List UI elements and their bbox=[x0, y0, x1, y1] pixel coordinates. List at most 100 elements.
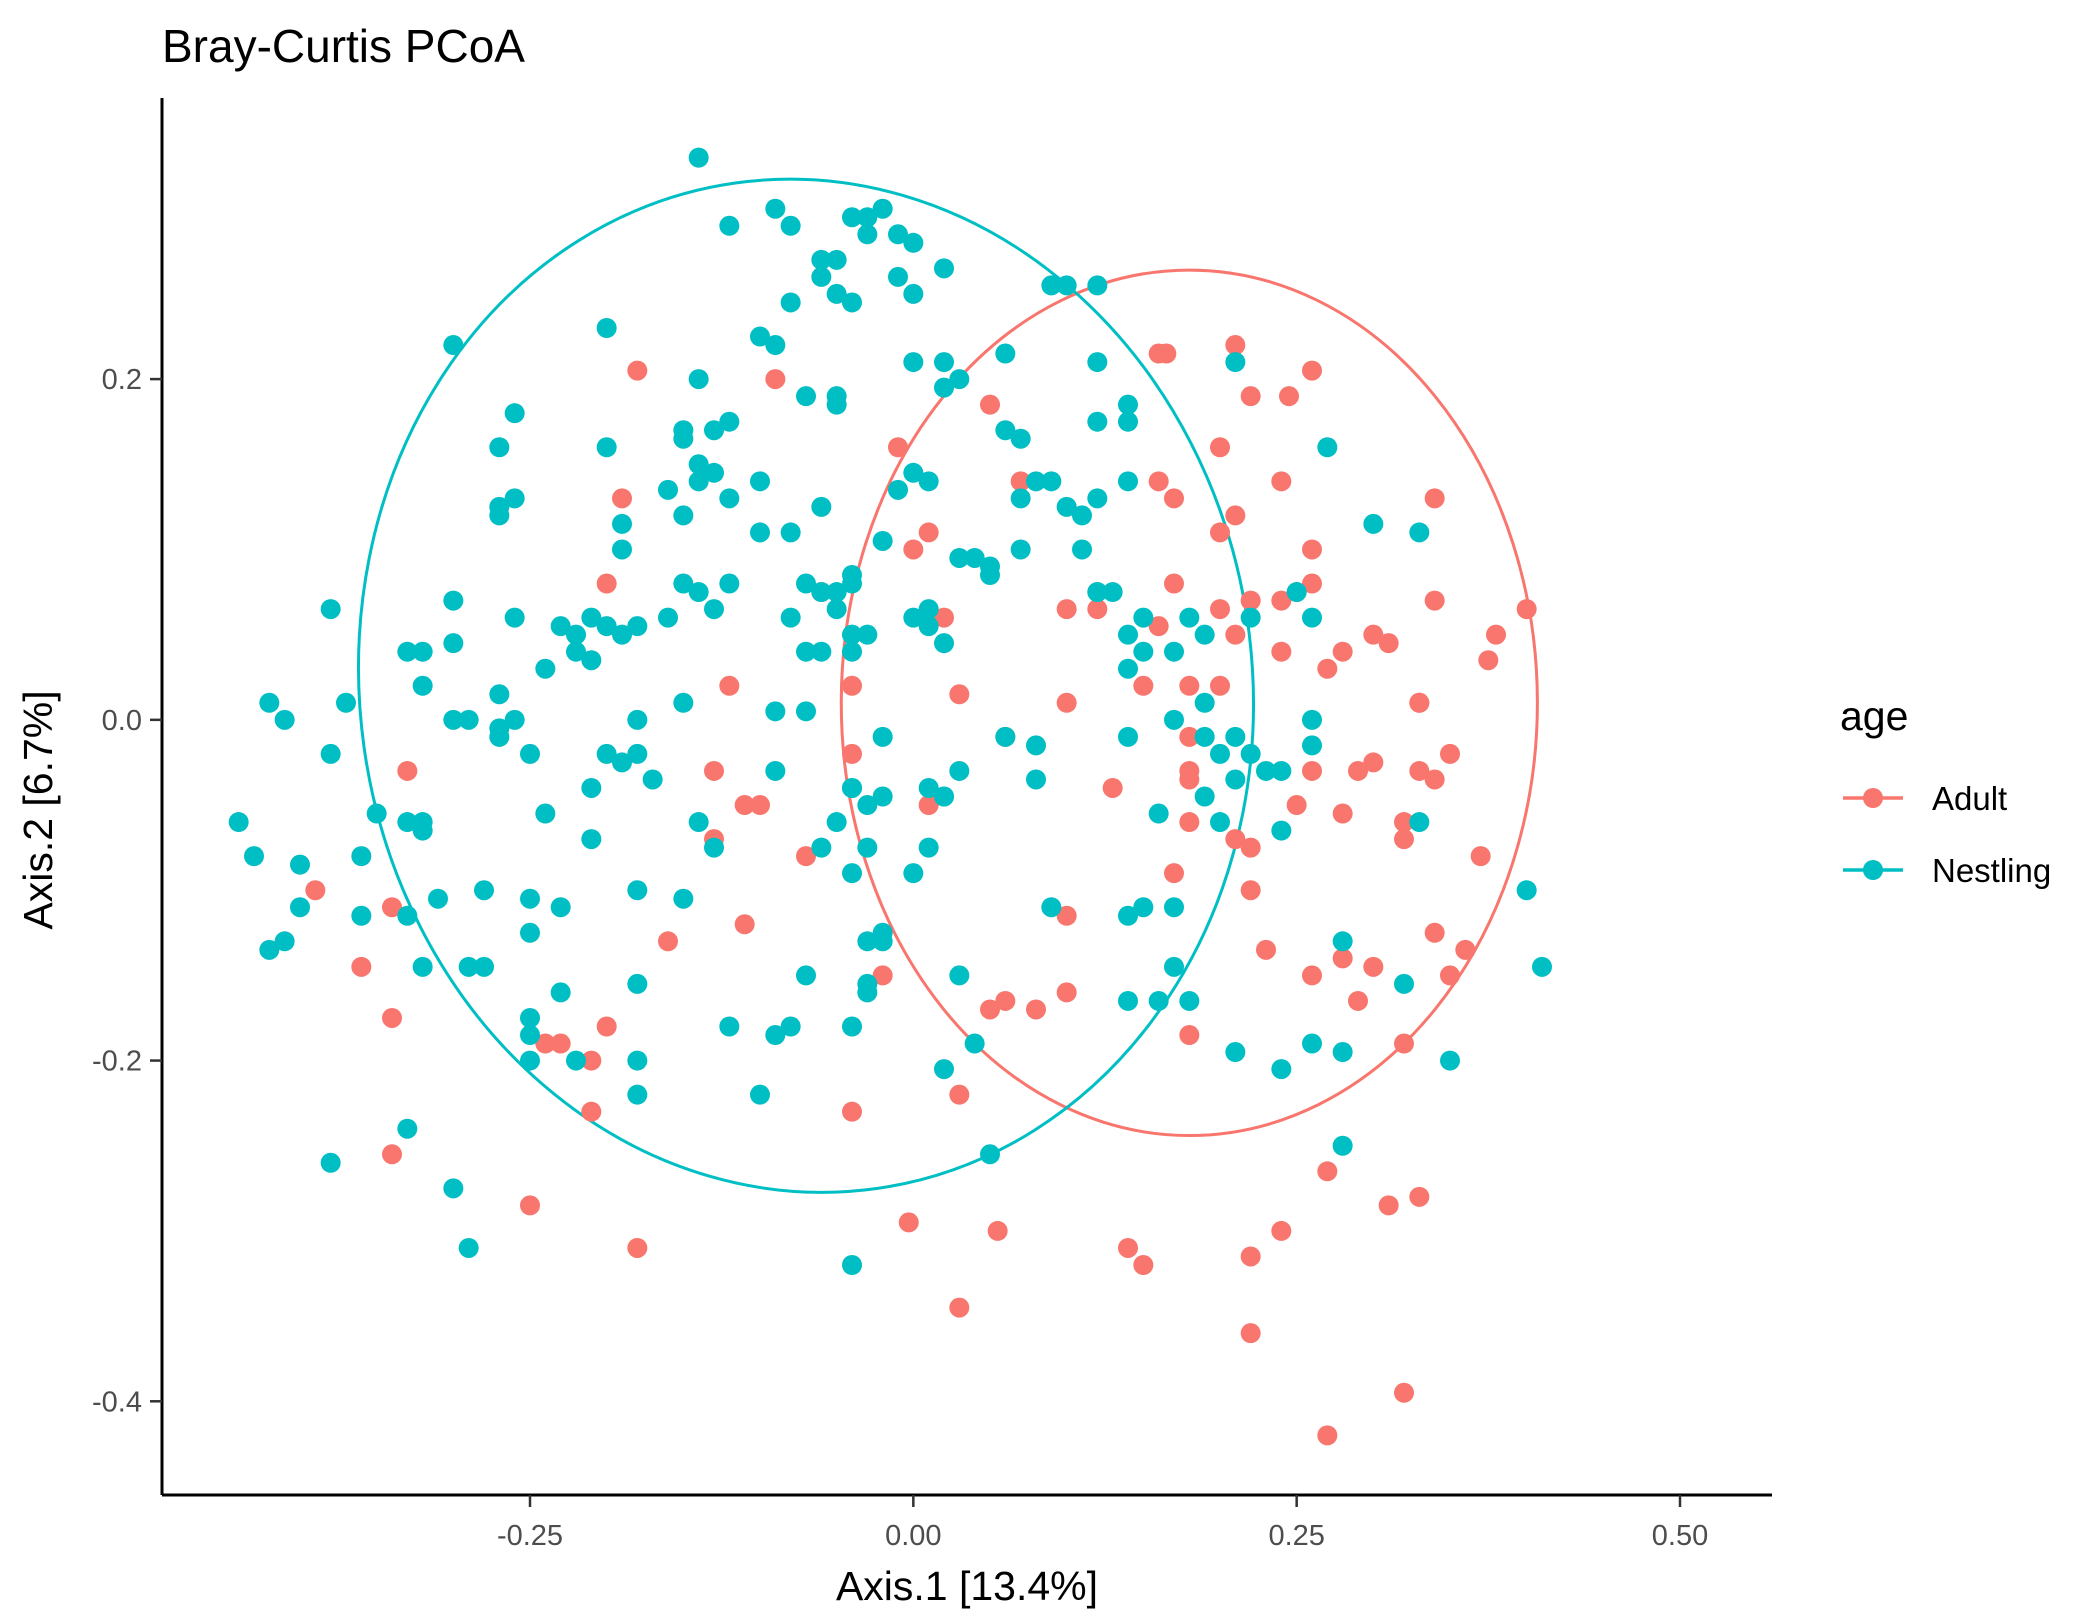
point-nestling bbox=[1072, 505, 1092, 525]
point-adult bbox=[1026, 999, 1046, 1019]
point-adult bbox=[1241, 591, 1261, 611]
point-nestling bbox=[1118, 727, 1138, 747]
point-nestling bbox=[719, 216, 739, 236]
point-nestling bbox=[965, 1034, 985, 1054]
point-nestling bbox=[811, 497, 831, 517]
point-nestling bbox=[842, 1016, 862, 1036]
point-adult bbox=[1363, 752, 1383, 772]
point-nestling bbox=[612, 514, 632, 534]
point-nestling bbox=[535, 804, 555, 824]
point-adult bbox=[1057, 982, 1077, 1002]
point-nestling bbox=[873, 531, 893, 551]
point-adult bbox=[1379, 1195, 1399, 1215]
point-nestling bbox=[275, 710, 295, 730]
point-adult bbox=[719, 676, 739, 696]
point-nestling bbox=[1133, 897, 1153, 917]
point-nestling bbox=[995, 344, 1015, 364]
point-adult bbox=[1302, 361, 1322, 381]
point-nestling bbox=[551, 897, 571, 917]
point-nestling bbox=[673, 429, 693, 449]
point-adult bbox=[1317, 1161, 1337, 1181]
point-nestling bbox=[949, 761, 969, 781]
point-nestling bbox=[1195, 693, 1215, 713]
point-nestling bbox=[443, 591, 463, 611]
point-adult bbox=[1302, 761, 1322, 781]
point-nestling bbox=[397, 906, 417, 926]
point-adult bbox=[1379, 633, 1399, 653]
point-nestling bbox=[290, 897, 310, 917]
point-adult bbox=[949, 1298, 969, 1318]
point-nestling bbox=[505, 403, 525, 423]
point-nestling bbox=[1210, 744, 1230, 764]
y-tick-label: 0.2 bbox=[102, 364, 142, 396]
point-adult bbox=[1210, 522, 1230, 542]
point-nestling bbox=[520, 923, 540, 943]
point-nestling bbox=[1532, 957, 1552, 977]
point-adult bbox=[597, 1016, 617, 1036]
point-nestling bbox=[765, 701, 785, 721]
point-nestling bbox=[857, 982, 877, 1002]
point-nestling bbox=[1026, 769, 1046, 789]
point-adult bbox=[1440, 744, 1460, 764]
point-nestling bbox=[842, 574, 862, 594]
point-nestling bbox=[765, 761, 785, 781]
point-adult bbox=[980, 395, 1000, 415]
point-adult bbox=[1156, 344, 1176, 364]
y-tick-label: -0.4 bbox=[92, 1386, 142, 1418]
point-nestling bbox=[796, 642, 816, 662]
point-nestling bbox=[1087, 275, 1107, 295]
point-nestling bbox=[321, 1153, 341, 1173]
point-nestling bbox=[321, 599, 341, 619]
point-nestling bbox=[612, 539, 632, 559]
legend-key-nestling bbox=[1863, 860, 1883, 880]
point-nestling bbox=[505, 488, 525, 508]
point-adult bbox=[995, 991, 1015, 1011]
point-nestling bbox=[781, 608, 801, 628]
point-adult bbox=[1425, 488, 1445, 508]
point-nestling bbox=[1287, 582, 1307, 602]
point-adult bbox=[842, 676, 862, 696]
point-nestling bbox=[842, 292, 862, 312]
y-axis-title: Axis.2 [6.7%] bbox=[15, 690, 61, 929]
point-nestling bbox=[934, 633, 954, 653]
point-nestling bbox=[244, 846, 264, 866]
point-adult bbox=[1179, 676, 1199, 696]
point-nestling bbox=[1118, 659, 1138, 679]
point-nestling bbox=[1164, 897, 1184, 917]
x-tick-label: 0.00 bbox=[885, 1520, 941, 1552]
point-nestling bbox=[719, 412, 739, 432]
point-nestling bbox=[1302, 710, 1322, 730]
plot-area bbox=[229, 121, 1552, 1445]
point-nestling bbox=[505, 608, 525, 628]
point-nestling bbox=[627, 710, 647, 730]
point-adult bbox=[1425, 769, 1445, 789]
point-adult bbox=[520, 1195, 540, 1215]
point-nestling bbox=[903, 863, 923, 883]
point-nestling bbox=[1179, 608, 1199, 628]
point-adult bbox=[1348, 991, 1368, 1011]
point-nestling bbox=[351, 846, 371, 866]
point-adult bbox=[1241, 1323, 1261, 1343]
point-adult bbox=[1133, 1255, 1153, 1275]
point-nestling bbox=[673, 889, 693, 909]
point-nestling bbox=[781, 522, 801, 542]
point-nestling bbox=[1409, 522, 1429, 542]
point-nestling bbox=[259, 940, 279, 960]
legend-title: age bbox=[1840, 693, 1908, 739]
point-nestling bbox=[1118, 412, 1138, 432]
point-adult bbox=[1425, 923, 1445, 943]
point-adult bbox=[1425, 591, 1445, 611]
point-nestling bbox=[1133, 642, 1153, 662]
point-nestling bbox=[443, 335, 463, 355]
point-nestling bbox=[551, 982, 571, 1002]
point-nestling bbox=[827, 250, 847, 270]
point-nestling bbox=[397, 1119, 417, 1139]
point-adult bbox=[581, 1102, 601, 1122]
point-nestling bbox=[719, 1016, 739, 1036]
point-nestling bbox=[949, 369, 969, 389]
point-adult bbox=[1333, 804, 1353, 824]
point-nestling bbox=[1118, 471, 1138, 491]
point-adult bbox=[1302, 539, 1322, 559]
point-adult bbox=[1210, 676, 1230, 696]
point-adult bbox=[1440, 965, 1460, 985]
